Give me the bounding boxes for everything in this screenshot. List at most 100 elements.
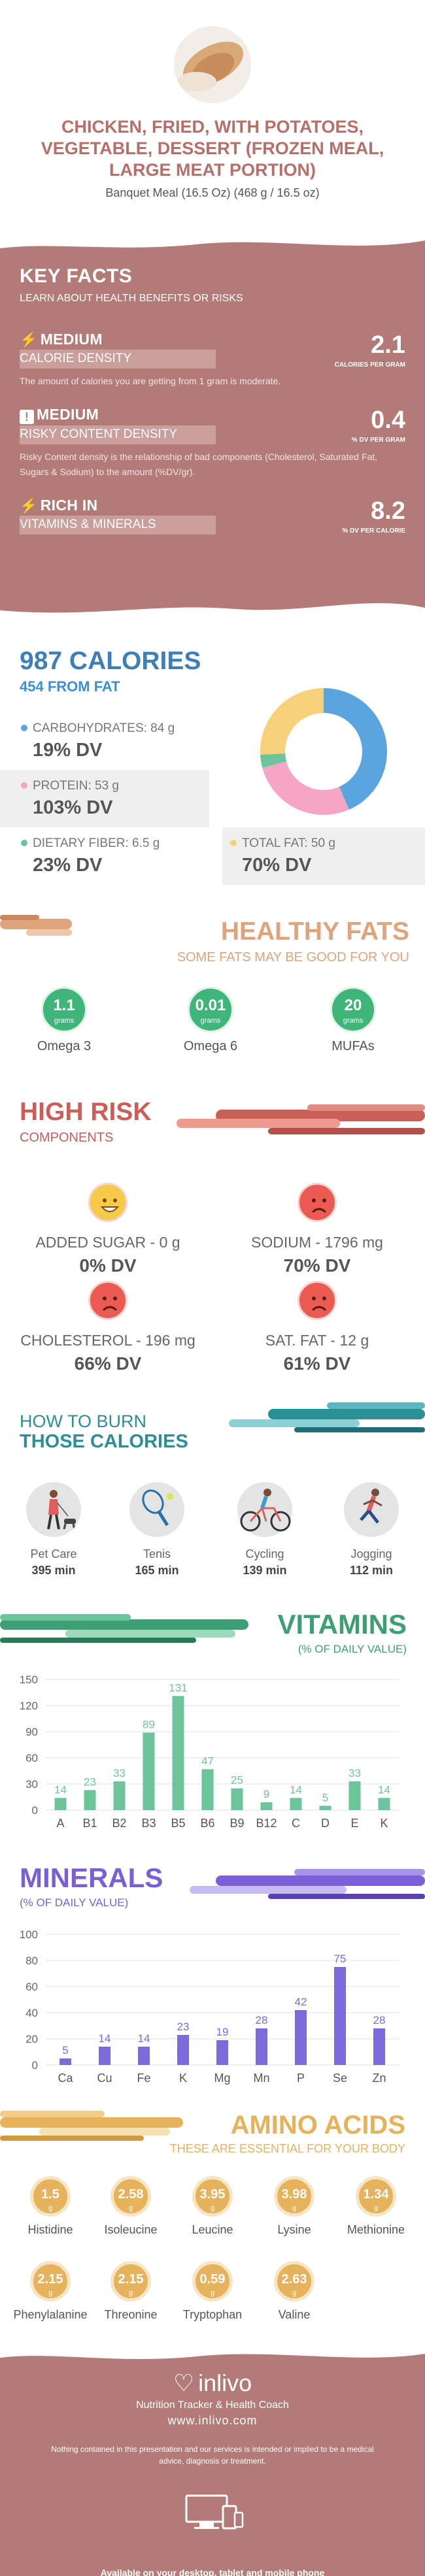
vitamins-title: VITAMINS [277, 1609, 407, 1640]
sad-face-icon [298, 1183, 337, 1222]
risk-sodium: SODIUM - 1796 mg 70% DV [219, 1183, 415, 1276]
x-tick-label: Fe [137, 2072, 150, 2085]
happy-face-icon [88, 1183, 128, 1222]
brand-logo[interactable]: ♡ inlivo [0, 2346, 425, 2397]
key-facts-section: KEY FACTS LEARN ABOUT HEALTH BENEFITS OR… [0, 235, 425, 621]
fat-value: 0.01 [195, 997, 226, 1014]
bar [201, 1769, 214, 1810]
amino-label: Lysine [277, 2223, 311, 2236]
wave-divider [0, 235, 425, 248]
fact-unit: CALORIES PER GRAM [334, 361, 405, 369]
wave-divider [0, 2346, 425, 2359]
bolt-icon: ⚡ [20, 497, 38, 514]
fat-value: 20 [344, 997, 362, 1014]
bar [319, 1806, 332, 1810]
bar-value-label: 33 [348, 1767, 361, 1779]
bar [177, 2035, 189, 2065]
nutrient-label: CARBOHYDRATES: 84 g [33, 721, 175, 735]
high-risk-section: HIGH RISK COMPONENTS ADDED SUGAR - 0 g 0… [0, 1085, 425, 1392]
legend-dot [21, 782, 27, 789]
donut-slice [260, 688, 387, 815]
x-tick-label: Mn [253, 2072, 269, 2085]
y-tick-label: 90 [26, 1726, 38, 1738]
bar-value-label: 89 [143, 1718, 155, 1730]
activity-name: Pet Care [30, 1547, 77, 1560]
amino-unit: g [292, 2204, 297, 2212]
activity-name: Tenis [143, 1547, 171, 1560]
bar [54, 1798, 67, 1810]
risk-label: SAT. FAT - 12 g [265, 1332, 369, 1349]
bar [143, 1732, 155, 1810]
fat-label: Omega 3 [37, 1039, 92, 1053]
y-tick-label: 40 [26, 2007, 38, 2019]
activity-cycling: Cycling 139 min [226, 1482, 304, 1577]
bolt-icon: ⚡ [20, 331, 38, 348]
disclaimer: Nothing contained in this presentation a… [51, 2445, 374, 2466]
x-tick-label: B3 [141, 1817, 156, 1830]
cycling-icon [237, 1482, 292, 1537]
bar-value-label: 131 [169, 1681, 187, 1694]
fact-level: MEDIUM [37, 406, 99, 423]
burn-title-line2: THOSE CALORIES [20, 1431, 188, 1452]
amino-unit: g [48, 2204, 53, 2212]
tennis-racket-icon [129, 1482, 184, 1537]
macronutrient-donut-chart [260, 688, 387, 815]
minerals-bar-chart: 0 20 40 60 80 100 5 Ca 14 Cu 14 Fe 23 K 19 Mg 28 Mn 42 P 75 S… [20, 1928, 399, 2085]
decorative-bars [0, 1614, 248, 1643]
fact-value: 0.4 [371, 406, 405, 434]
amino-acids-section: AMINO ACIDS THESE ARE ESSENTIAL FOR YOUR… [0, 2098, 425, 2346]
amino-value: 1.5 [41, 2187, 60, 2202]
bar [113, 1781, 126, 1810]
donut-slice [260, 688, 387, 815]
x-tick-label: Se [333, 2072, 347, 2085]
amino-label: Tryptophan [182, 2308, 243, 2321]
key-facts-subtitle: LEARN ABOUT HEALTH BENEFITS OR RISKS [20, 293, 243, 304]
amino-unit: g [292, 2289, 297, 2297]
fact-caption: VITAMINS & MINERALS [20, 516, 216, 535]
amino-isoleucine: 2.58 g Isoleucine [92, 2176, 170, 2237]
risk-label: CHOLESTEROL - 196 mg [20, 1332, 196, 1349]
fat-omega-3: 1.1 grams Omega 3 [31, 987, 97, 1054]
website-link[interactable]: www.inlivo.com [167, 2414, 258, 2427]
legend-dot [21, 725, 27, 731]
bar-value-label: 42 [295, 1996, 307, 2008]
activity-name: Jogging [350, 1547, 392, 1560]
bar-value-label: 14 [138, 2032, 150, 2045]
fact-vitamins-minerals: ⚡ RICH IN VITAMINS & MINERALS 8.2 % DV PER… [20, 497, 405, 535]
bar [84, 1790, 96, 1810]
high-risk-subtitle: COMPONENTS [20, 1131, 114, 1145]
bar-value-label: 14 [54, 1783, 67, 1796]
x-tick-label: D [321, 1817, 330, 1830]
nutrient-carbohydrates: CARBOHYDRATES: 84 g 19% DV [20, 712, 216, 770]
x-tick-label: B1 [82, 1817, 97, 1830]
y-tick-label: 0 [32, 1804, 38, 1817]
y-tick-label: 150 [20, 1674, 38, 1686]
bar [138, 2047, 150, 2065]
nutrient-dv: 23% DV [33, 855, 103, 876]
bar [172, 1696, 184, 1810]
amino-value: 3.98 [281, 2187, 307, 2202]
amino-lysine: 3.98 g Lysine [255, 2176, 333, 2237]
bar-value-label: 14 [99, 2032, 111, 2045]
bar-value-label: 23 [177, 2021, 190, 2033]
high-risk-title: HIGH RISK [20, 1098, 152, 1126]
x-tick-label: C [292, 1817, 300, 1830]
key-facts-title: KEY FACTS [20, 265, 133, 287]
fat-unit: grams [200, 1017, 221, 1025]
nutrient-dv: 19% DV [33, 740, 103, 761]
x-tick-label: A [56, 1817, 64, 1830]
risk-saturated-fat: SAT. FAT - 12 g 61% DV [219, 1281, 415, 1374]
x-tick-label: Ca [58, 2072, 73, 2085]
vitamins-subtitle: (% OF DAILY VALUE) [298, 1643, 407, 1655]
running-icon [344, 1482, 399, 1537]
brand-name: inlivo [198, 2370, 252, 2396]
minerals-title: MINERALS [20, 1862, 163, 1893]
bar [334, 1967, 346, 2065]
amino-label: Phenylalanine [13, 2308, 88, 2321]
y-tick-label: 0 [32, 2059, 38, 2072]
bar-value-label: 33 [113, 1767, 126, 1779]
bar [256, 2028, 267, 2065]
healthy-fats-section: HEALTHY FATS SOME FATS MAY BE GOOD FOR Y… [0, 895, 425, 1085]
bar [295, 2010, 307, 2065]
x-tick-label: K [380, 1817, 388, 1830]
